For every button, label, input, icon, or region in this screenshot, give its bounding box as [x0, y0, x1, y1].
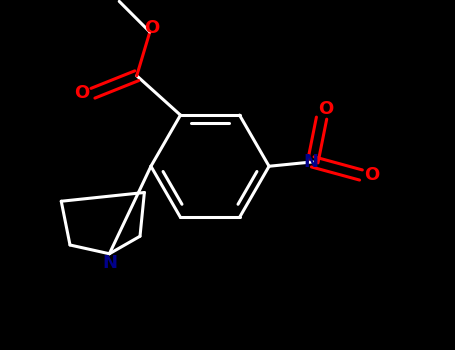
Text: O: O [144, 19, 160, 37]
Text: N: N [102, 253, 117, 272]
Text: O: O [364, 166, 379, 184]
Text: O: O [318, 99, 334, 118]
Text: O: O [75, 84, 90, 102]
Text: N: N [303, 153, 318, 171]
